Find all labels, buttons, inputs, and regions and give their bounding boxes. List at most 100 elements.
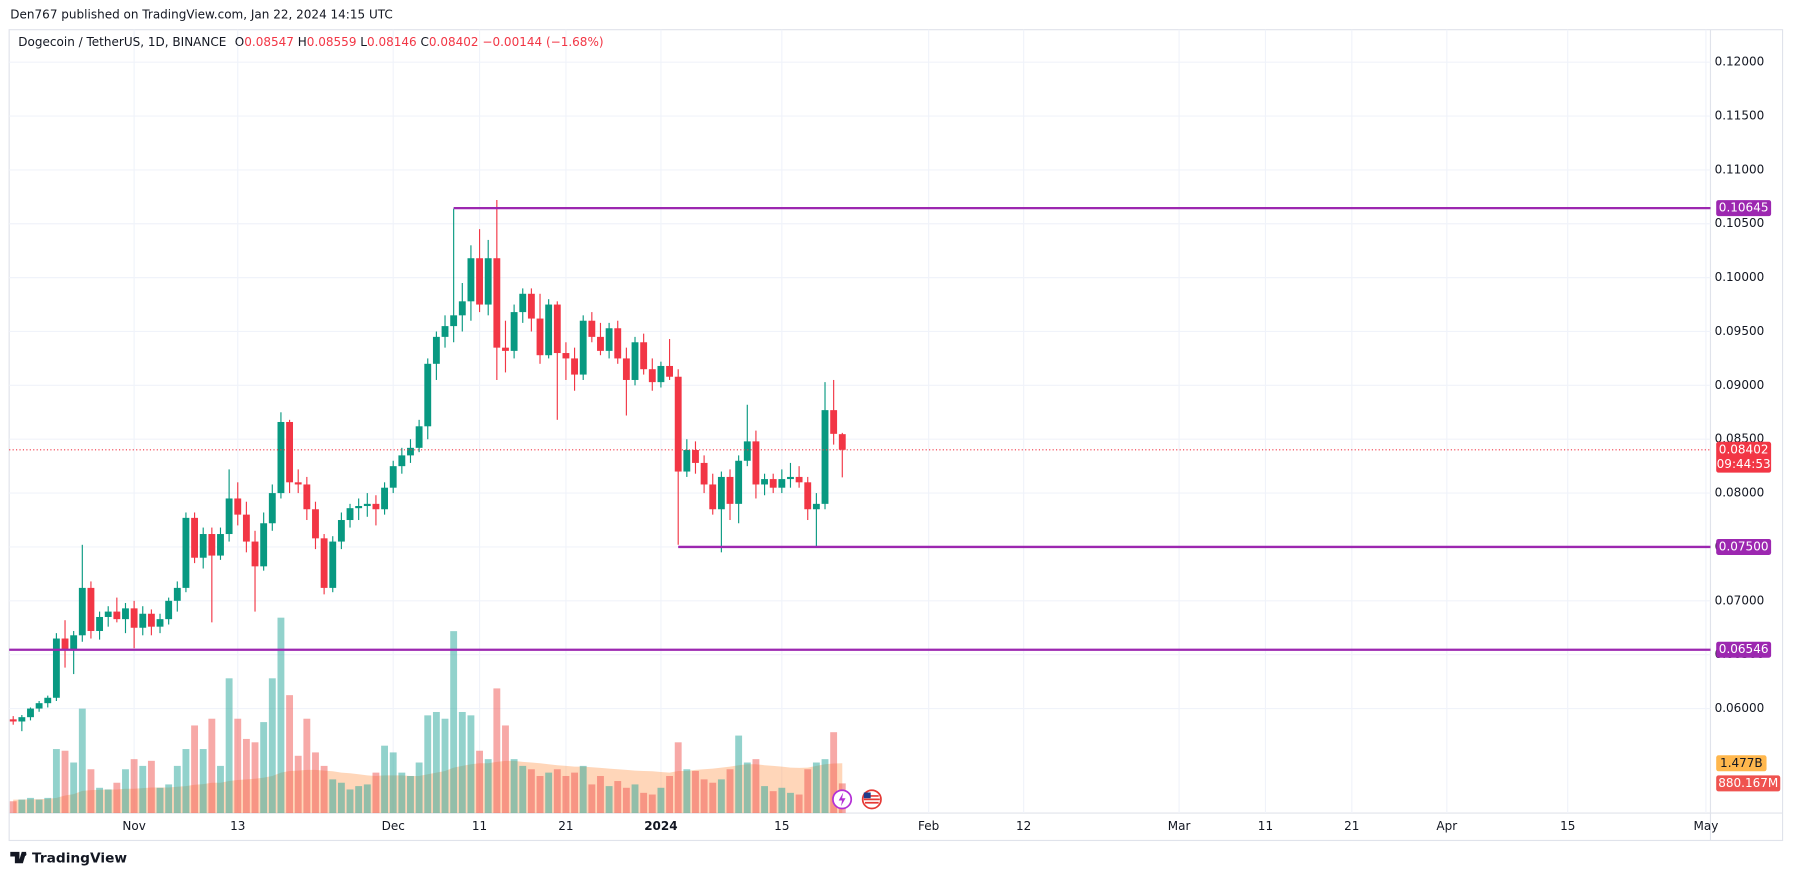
candle-body (96, 616, 104, 631)
level-label: 0.06546 (1719, 642, 1769, 656)
candle-body (104, 611, 112, 617)
volume-bar (579, 765, 587, 814)
volume-bar (372, 772, 380, 814)
volume-bar (467, 715, 475, 814)
volume-bar (692, 770, 699, 814)
y-tick-label: 0.11500 (1715, 109, 1765, 123)
x-tick-label: Nov (122, 819, 145, 833)
candle-body (838, 434, 846, 450)
x-tick-label: 21 (558, 819, 573, 833)
candle-body (553, 304, 561, 354)
volume-bar (139, 765, 147, 814)
candle-body (424, 363, 432, 427)
candle-body (312, 509, 319, 539)
candle-body (614, 328, 622, 359)
candle-body (812, 503, 820, 510)
candle-body (432, 336, 440, 364)
candle-body (441, 326, 449, 337)
x-tick-label: 13 (230, 819, 245, 833)
volume-bar (778, 787, 786, 814)
candle-body (303, 484, 311, 510)
volume-bar (346, 789, 354, 814)
volume-bar (640, 792, 648, 814)
candle-body (130, 608, 138, 628)
candle-body (657, 365, 665, 383)
volume-bar (78, 708, 86, 814)
candle-body (778, 479, 786, 488)
y-tick-label: 0.09000 (1715, 378, 1765, 392)
x-tick-label: Apr (1436, 819, 1457, 833)
volume-bar (622, 787, 630, 814)
y-tick-label: 0.12000 (1715, 55, 1765, 69)
candle-body (450, 315, 458, 327)
pane-icons (832, 789, 882, 810)
volume-bar (165, 784, 173, 814)
legend: Dogecoin / TetherUS, 1D, BINANCE O0.0854… (18, 35, 603, 49)
volume-ma-badge (1716, 755, 1767, 772)
volume-bar (303, 718, 311, 814)
footer-logo-mark (10, 851, 27, 864)
volume-bar (717, 779, 725, 814)
candle-body (346, 508, 354, 521)
candle-body (743, 441, 751, 461)
candle-body (35, 703, 43, 709)
volume-bar (588, 784, 596, 814)
x-tick-label: Mar (1168, 819, 1191, 833)
candle-body (735, 460, 743, 504)
volume-badge (1716, 775, 1781, 792)
candles (9, 200, 846, 732)
volume-bar (337, 782, 345, 814)
volume-bar (700, 779, 708, 814)
candle-body (666, 365, 673, 377)
x-tick-label: 11 (472, 819, 487, 833)
candle-body (52, 638, 60, 698)
volume-bar (277, 617, 285, 814)
candle-body (9, 719, 17, 722)
volume-bar (812, 762, 820, 814)
candle-body (337, 520, 345, 542)
volume-bar (122, 769, 129, 814)
candle-body (631, 342, 639, 380)
volume-bar (553, 769, 561, 814)
candle-body (182, 517, 190, 588)
volume-bar (208, 718, 216, 814)
legend-open-label: O (235, 35, 244, 49)
volume-bar (787, 792, 794, 814)
candle-body (605, 328, 613, 351)
candle-body (277, 421, 285, 494)
volume-bar (355, 786, 363, 814)
candle-body (458, 301, 466, 316)
volume-bar (52, 749, 60, 814)
candle-body (70, 635, 78, 650)
volume-bar (493, 688, 501, 814)
candle-body (147, 613, 155, 627)
volume-bar (735, 735, 743, 814)
volume-bar (225, 678, 233, 814)
candle-body (156, 619, 164, 627)
candle-body (830, 410, 838, 434)
volume-bar (432, 711, 440, 814)
candle-body (493, 258, 501, 348)
candle-body (536, 318, 544, 356)
candle-body (484, 258, 492, 305)
y-tick-label: 0.07000 (1715, 593, 1765, 607)
y-tick-label: 0.08000 (1715, 486, 1765, 500)
legend-high-label: H (298, 35, 307, 49)
candle-body (78, 587, 86, 636)
candle-body (122, 608, 129, 620)
candle-body (87, 587, 95, 631)
candle-body (571, 358, 578, 375)
candle-body (510, 312, 518, 351)
volume-bar (104, 789, 112, 814)
legend-symbol: Dogecoin / TetherUS, 1D, BINANCE (18, 35, 226, 49)
candle-body (502, 347, 509, 351)
volume-bar (286, 695, 294, 814)
volume-bar (147, 760, 155, 814)
x-tick-label: 12 (1016, 819, 1031, 833)
candle-body (191, 517, 199, 558)
candle-body (726, 476, 734, 504)
volume-bar (312, 752, 319, 814)
candle-body (329, 541, 337, 588)
